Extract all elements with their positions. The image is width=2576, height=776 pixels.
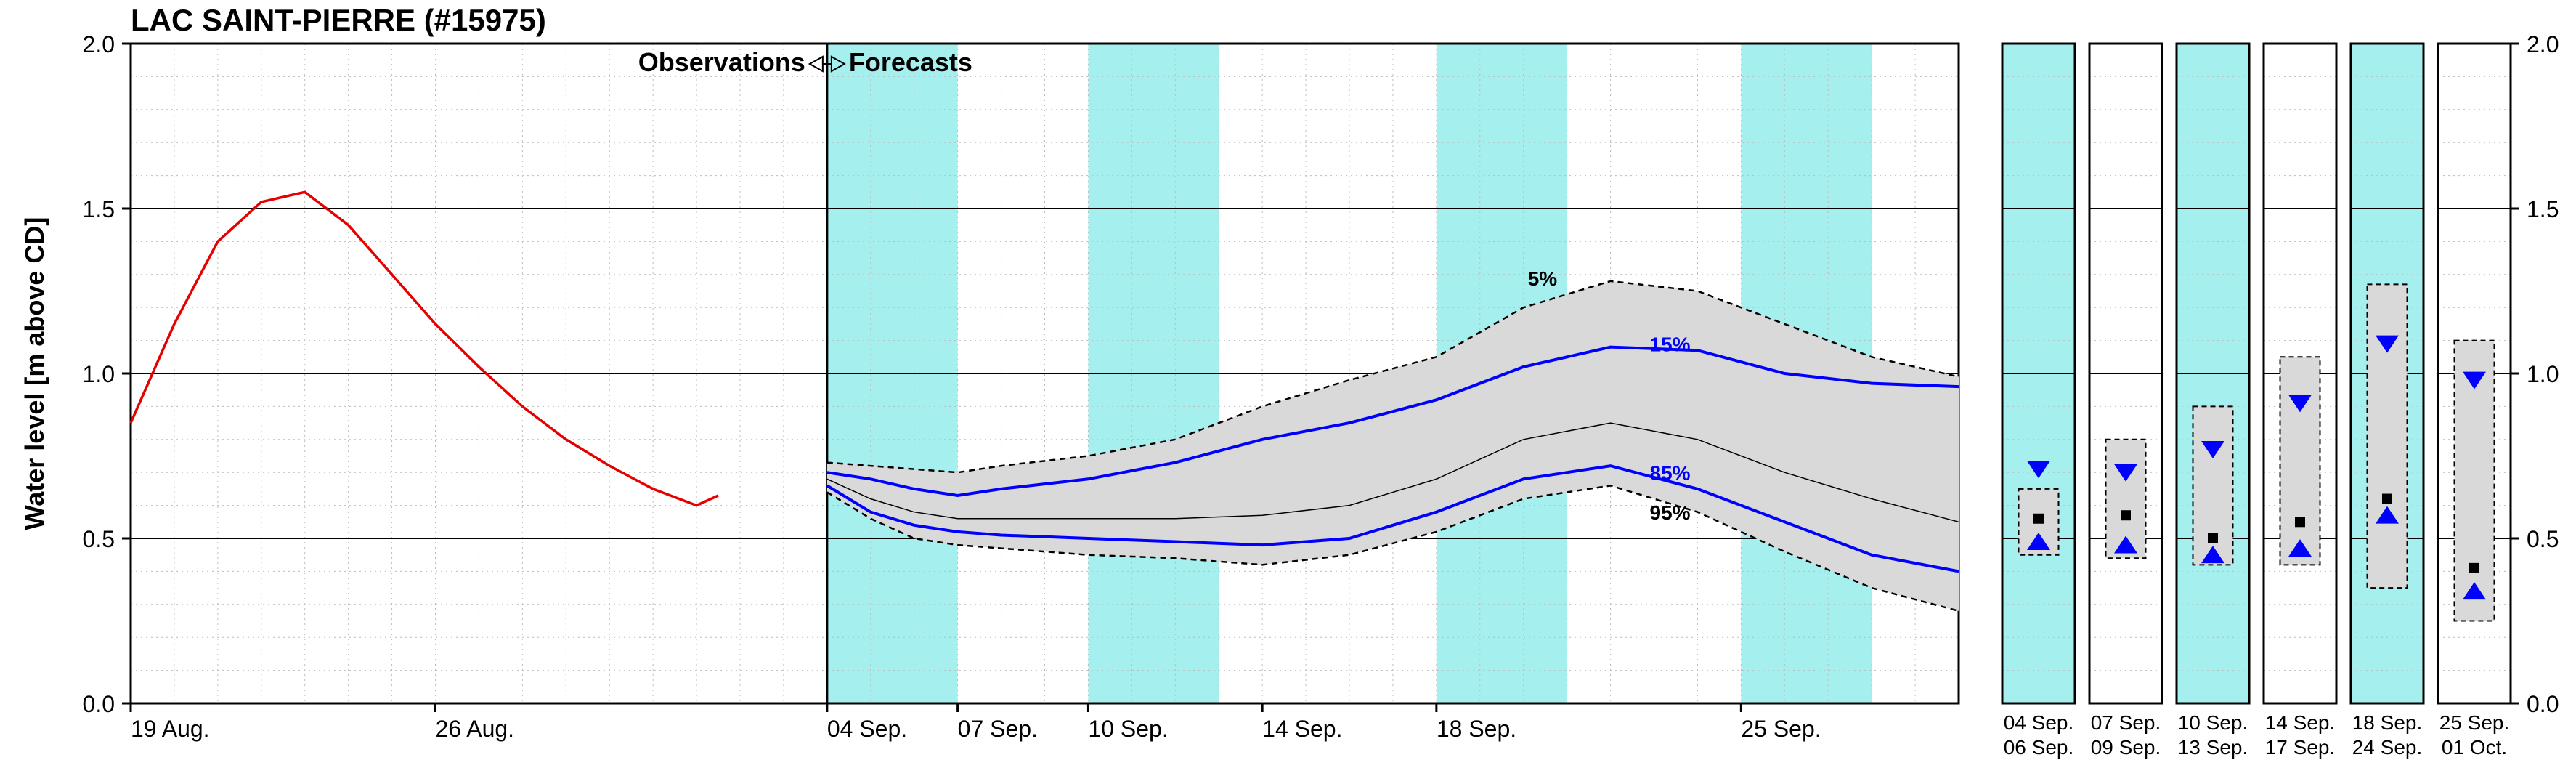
svg-text:25 Sep.: 25 Sep.: [2439, 711, 2510, 734]
svg-text:07 Sep.: 07 Sep.: [2091, 711, 2161, 734]
svg-text:0.5: 0.5: [83, 526, 115, 552]
svg-text:2.0: 2.0: [83, 31, 115, 57]
svg-text:18 Sep.: 18 Sep.: [2352, 711, 2423, 734]
svg-text:0.0: 0.0: [2527, 691, 2559, 717]
svg-text:15%: 15%: [1650, 334, 1691, 356]
svg-text:19 Aug.: 19 Aug.: [131, 716, 210, 742]
svg-text:85%: 85%: [1650, 462, 1691, 485]
svg-text:13 Sep.: 13 Sep.: [2178, 736, 2248, 759]
svg-text:18 Sep.: 18 Sep.: [1437, 716, 1516, 742]
svg-text:25 Sep.: 25 Sep.: [1741, 716, 1821, 742]
svg-text:01 Oct.: 01 Oct.: [2442, 736, 2507, 759]
svg-text:Forecasts: Forecasts: [849, 47, 972, 77]
svg-text:0.0: 0.0: [83, 691, 115, 717]
svg-text:0.5: 0.5: [2527, 526, 2559, 552]
svg-text:14 Sep.: 14 Sep.: [2265, 711, 2336, 734]
svg-text:26 Aug.: 26 Aug.: [436, 716, 515, 742]
svg-text:5%: 5%: [1528, 267, 1558, 290]
svg-text:06 Sep.: 06 Sep.: [2004, 736, 2074, 759]
svg-text:04 Sep.: 04 Sep.: [827, 716, 907, 742]
chart-title: LAC SAINT-PIERRE (#15975): [131, 3, 546, 37]
svg-text:1.0: 1.0: [83, 361, 115, 387]
svg-text:07 Sep.: 07 Sep.: [958, 716, 1038, 742]
svg-text:1.5: 1.5: [83, 196, 115, 222]
svg-text:95%: 95%: [1650, 501, 1691, 524]
svg-text:14 Sep.: 14 Sep.: [1262, 716, 1342, 742]
svg-text:04 Sep.: 04 Sep.: [2004, 711, 2074, 734]
svg-text:09 Sep.: 09 Sep.: [2091, 736, 2161, 759]
svg-text:10 Sep.: 10 Sep.: [2178, 711, 2248, 734]
svg-text:24 Sep.: 24 Sep.: [2352, 736, 2423, 759]
svg-text:10 Sep.: 10 Sep.: [1088, 716, 1168, 742]
svg-text:1.5: 1.5: [2527, 196, 2559, 222]
svg-text:1.0: 1.0: [2527, 361, 2559, 387]
svg-text:Observations: Observations: [638, 47, 805, 77]
svg-text:Water level [m above CD]: Water level [m above CD]: [20, 217, 49, 530]
svg-text:17 Sep.: 17 Sep.: [2265, 736, 2336, 759]
forecast-chart: 5% 15% 85% 95% LAC SAINT-PIERRE (#15975) Obse…: [0, 0, 2576, 776]
svg-text:2.0: 2.0: [2527, 31, 2559, 57]
